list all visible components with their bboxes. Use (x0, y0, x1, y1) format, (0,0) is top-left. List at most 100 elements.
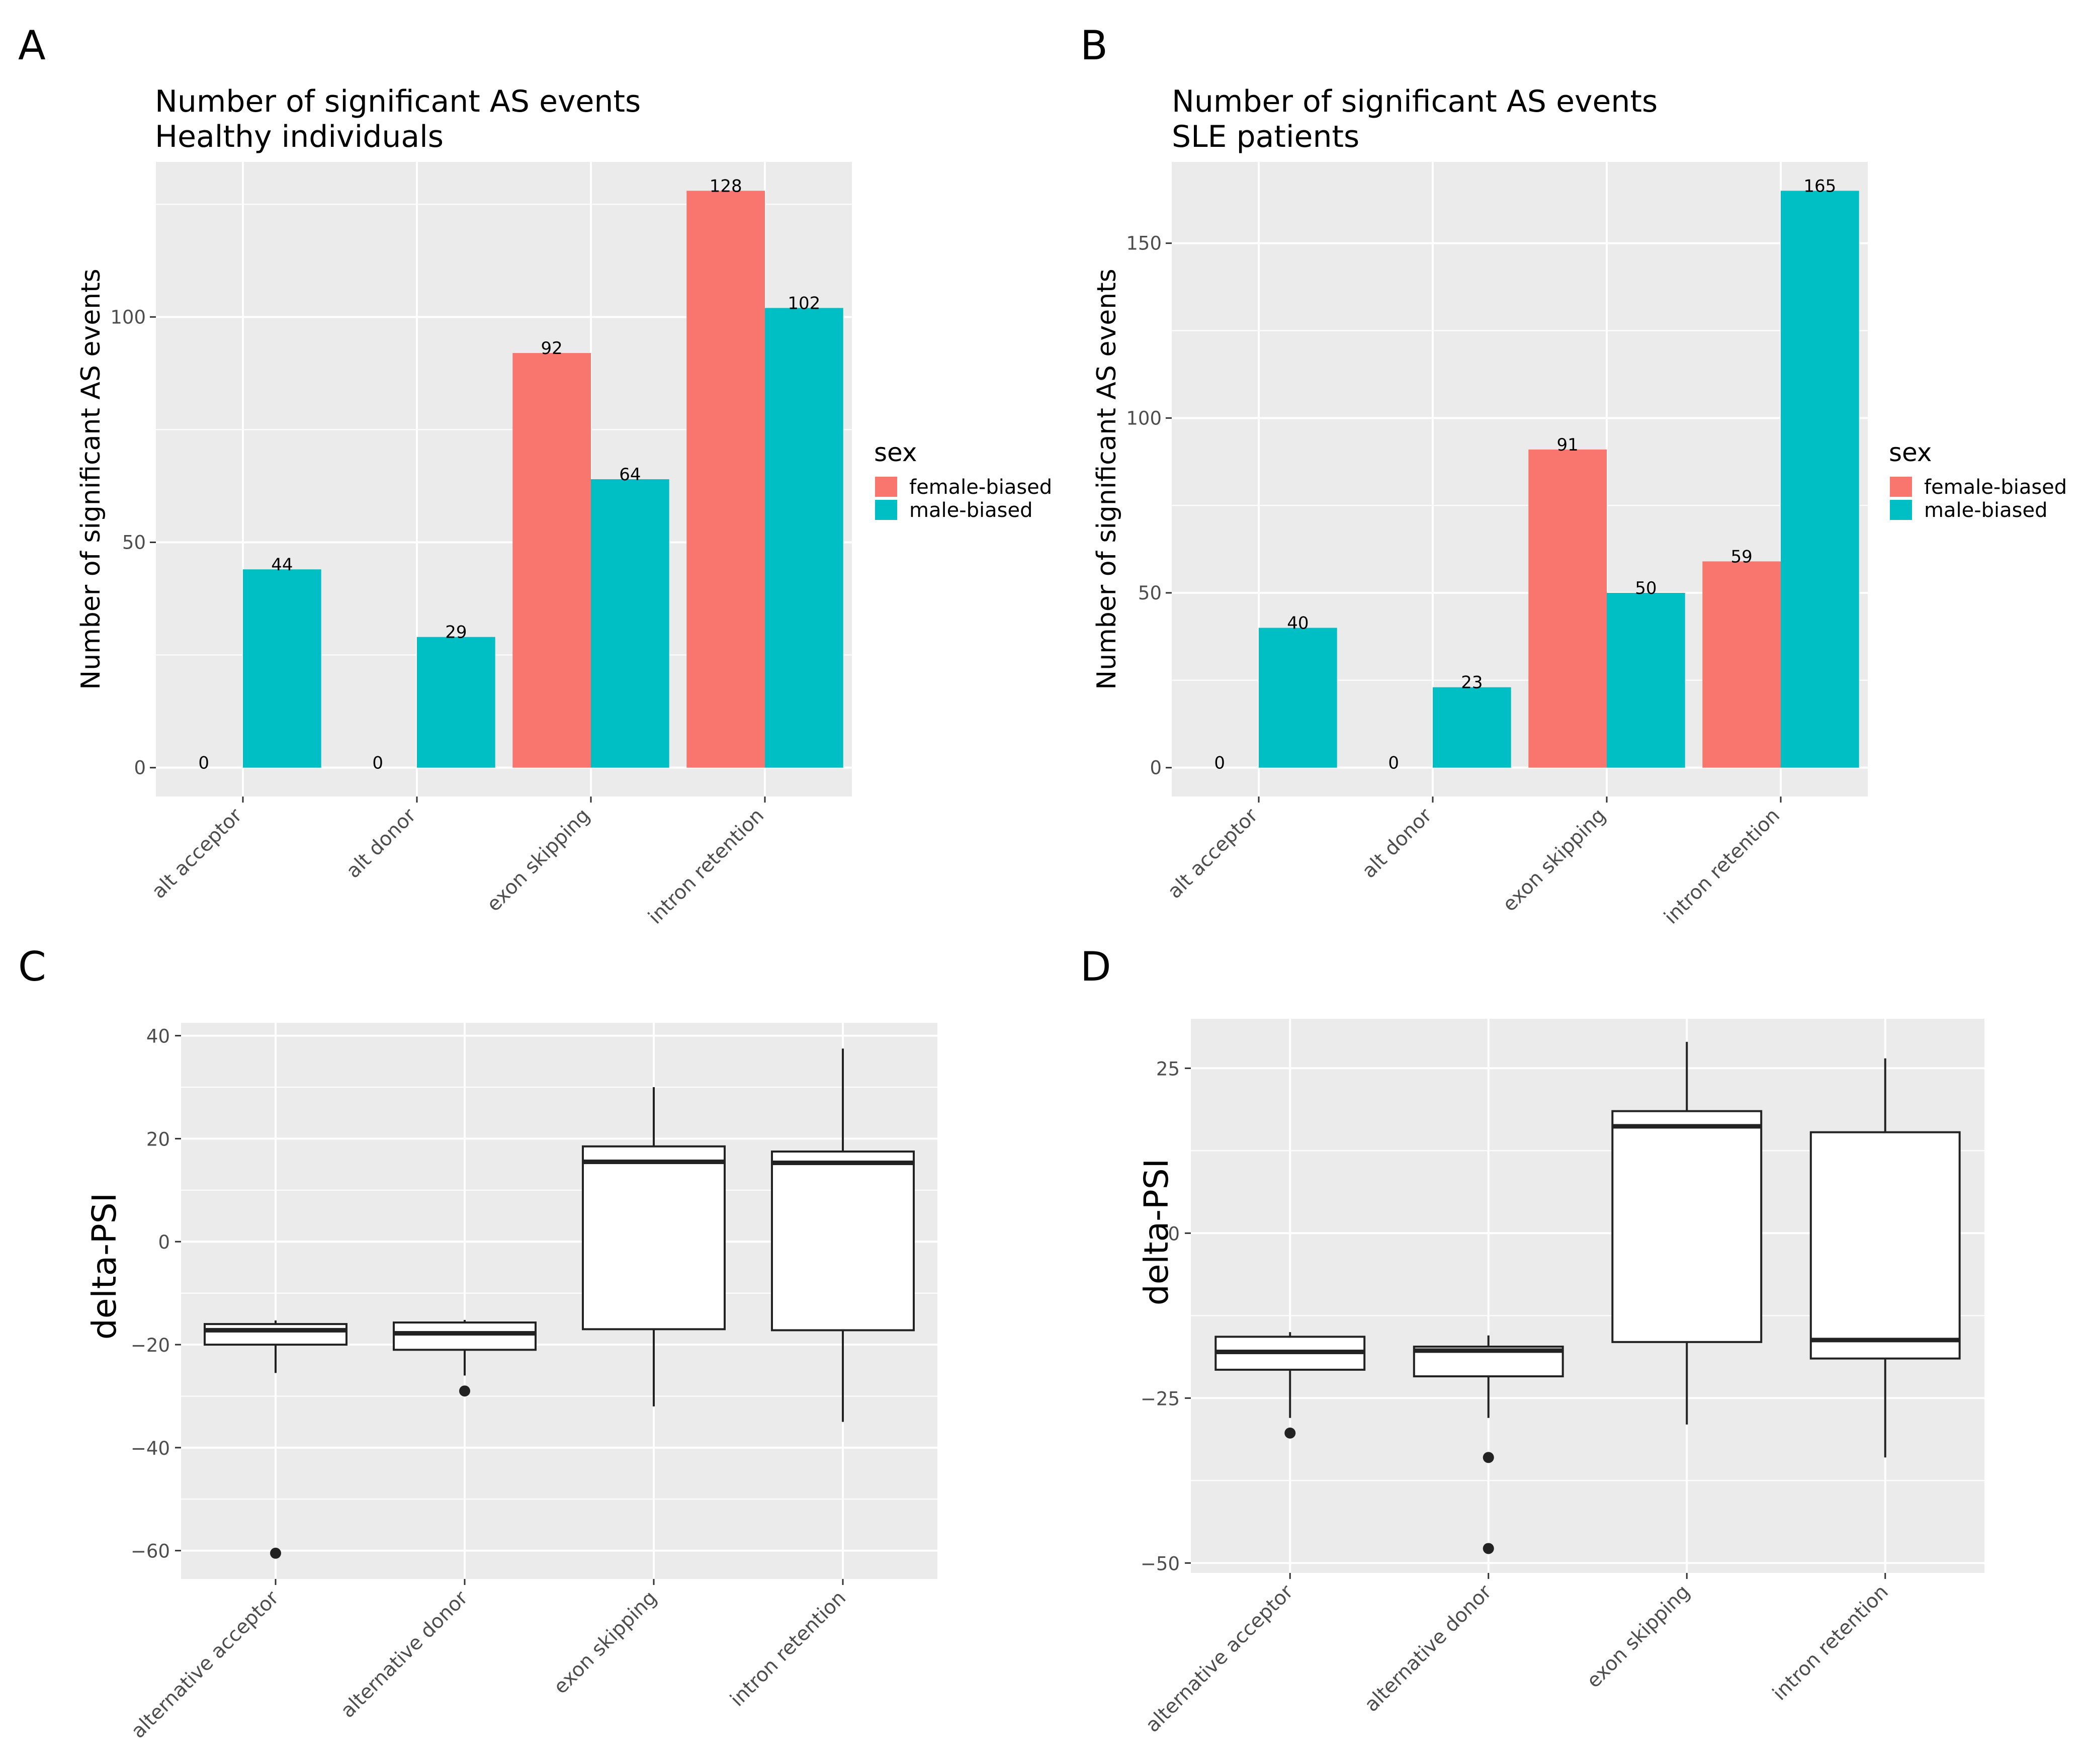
y-tick-label: 20 (146, 1128, 170, 1150)
bar-labels-a: 0 44 0 29 92 64 128 102 (198, 176, 820, 773)
bar-female-4 (686, 191, 765, 768)
panel-b: B Number of significant AS events SLE pa… (1080, 22, 2067, 929)
legend-b-label-female: female-biased (1924, 476, 2067, 499)
chart-d-ylabel: delta-PSI (1137, 1159, 1176, 1305)
outlier-point (1483, 1543, 1494, 1554)
outlier-point (270, 1547, 281, 1559)
x-tick-label: intron retention (1660, 804, 1784, 928)
bar-labels-b: 0 40 0 23 91 50 59 165 (1214, 176, 1836, 773)
legend-b-label-male: male-biased (1924, 499, 2048, 522)
box-4 (771, 1151, 915, 1332)
chart-c-ylabel: delta-PSI (85, 1193, 124, 1340)
x-tick-label: alternative acceptor (127, 1586, 283, 1743)
bar-female-4 (1702, 561, 1781, 768)
bar-male-3 (591, 479, 669, 768)
y-ticks-c: −60 −40 −20 0 20 40 (131, 1026, 181, 1562)
chart-a-title: Number of significant AS events (155, 84, 641, 119)
y-tick-label: 25 (1156, 1058, 1180, 1080)
panel-letter-d: D (1080, 943, 1111, 990)
y-tick-label: −60 (131, 1541, 170, 1562)
legend-a-swatch-male (875, 500, 897, 520)
bar-value-label: 29 (445, 623, 467, 643)
bars-b (1259, 191, 1859, 768)
boxes-c (204, 1048, 915, 1559)
y-tick-label: 0 (158, 1231, 170, 1253)
bar-male-1 (243, 569, 321, 768)
bar-value-label: 44 (271, 555, 293, 575)
y-tick-label: −25 (1141, 1388, 1180, 1409)
bar-female-3 (512, 353, 591, 768)
legend-a-title: sex (874, 438, 917, 467)
y-tick-label: 40 (146, 1026, 170, 1047)
bar-value-label: 91 (1557, 435, 1579, 455)
y-tick-label: 0 (134, 757, 146, 779)
chart-b-ylabel: Number of significant AS events (1092, 269, 1122, 689)
x-tick-label: intron retention (644, 804, 768, 928)
legend-a-label-male: male-biased (909, 499, 1033, 522)
x-tick-label: exon skipping (550, 1586, 662, 1699)
bar-value-label: 23 (1461, 673, 1483, 693)
y-tick-label: 50 (1138, 582, 1162, 604)
bar-value-label: 64 (619, 465, 641, 485)
panel-letter-a: A (18, 22, 46, 69)
x-tick-label: alternative donor (336, 1586, 473, 1723)
panel-c: C −60 −40 −20 0 20 40 alternative acceptor alt… (18, 943, 937, 1743)
bar-value-label: 0 (198, 753, 209, 773)
bar-value-label: 0 (372, 753, 383, 773)
bar-value-label: 0 (1214, 753, 1225, 773)
chart-b-title: Number of significant AS events (1172, 84, 1658, 119)
x-ticks-a: alt acceptor alt donor exon skipping intron… (147, 797, 768, 929)
bar-male-4 (765, 308, 843, 768)
y-tick-label: −40 (131, 1438, 170, 1459)
outlier-point (1483, 1452, 1494, 1463)
legend-b: sex female-biased male-biased (1889, 438, 2067, 522)
x-tick-label: exon skipping (1583, 1580, 1695, 1693)
chart-a-subtitle: Healthy individuals (155, 119, 444, 154)
x-ticks-b: alt acceptor alt donor exon skipping intron… (1163, 797, 1784, 929)
y-tick-label: −50 (1141, 1553, 1180, 1574)
legend-a: sex female-biased male-biased (874, 438, 1052, 522)
box-1 (204, 1323, 347, 1346)
bar-value-label: 102 (788, 293, 820, 313)
legend-b-swatch-female (1890, 477, 1912, 497)
bar-value-label: 92 (541, 338, 563, 359)
x-ticks-d: alternative acceptor alternative donor exo… (1142, 1573, 1893, 1737)
x-tick-label: intron retention (726, 1586, 850, 1711)
bar-value-label: 165 (1803, 176, 1836, 196)
x-tick-label: alt donor (342, 804, 421, 883)
bar-value-label: 50 (1635, 578, 1657, 598)
bar-male-3 (1607, 592, 1685, 768)
bar-value-label: 40 (1287, 613, 1309, 634)
x-tick-label: intron retention (1768, 1580, 1892, 1705)
y-tick-label: 50 (122, 532, 146, 553)
y-tick-label: 150 (1126, 233, 1162, 254)
panel-letter-c: C (18, 943, 46, 990)
y-ticks-a: 0 50 100 (110, 306, 156, 779)
y-ticks-d: −50 −25 0 25 (1141, 1058, 1191, 1574)
chart-a-ylabel: Number of significant AS events (76, 269, 106, 689)
bar-value-label: 59 (1731, 547, 1753, 567)
box-2 (393, 1321, 537, 1351)
bar-male-4 (1781, 191, 1859, 768)
y-tick-label: 100 (110, 306, 146, 328)
bar-value-label: 128 (710, 176, 742, 196)
x-tick-label: alternative donor (1360, 1580, 1497, 1717)
y-tick-label: 100 (1126, 407, 1162, 429)
y-tick-label: −20 (131, 1335, 170, 1356)
bar-male-1 (1259, 628, 1337, 768)
bar-male-2 (1433, 687, 1511, 768)
boxes-d (1214, 1041, 1961, 1554)
box-4 (1809, 1131, 1961, 1360)
outlier-point (1284, 1427, 1296, 1439)
x-tick-label: alt acceptor (1163, 804, 1262, 903)
x-tick-label: alternative acceptor (1142, 1580, 1298, 1737)
legend-b-swatch-male (1890, 500, 1912, 520)
panel-letter-b: B (1080, 22, 1108, 69)
panel-a: A Number of significant AS events Health… (18, 22, 1052, 929)
bar-female-3 (1528, 449, 1607, 768)
bar-value-label: 0 (1388, 753, 1399, 773)
bar-male-2 (417, 637, 495, 768)
